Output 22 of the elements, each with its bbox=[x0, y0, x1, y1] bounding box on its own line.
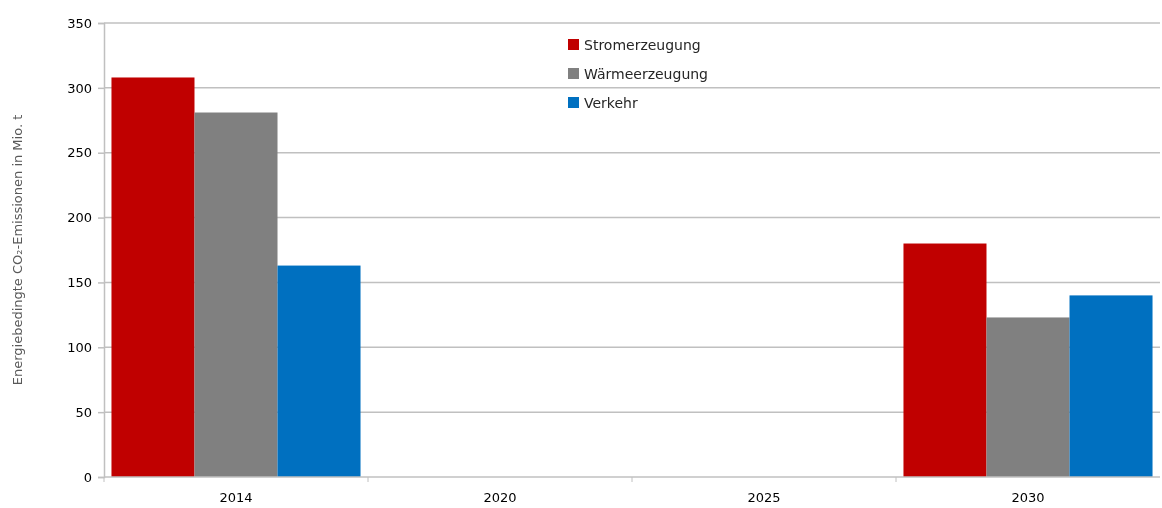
x-tick-label: 2025 bbox=[747, 490, 781, 505]
bar bbox=[194, 112, 278, 477]
x-tick-label: 2014 bbox=[219, 490, 253, 505]
y-tick-label: 100 bbox=[67, 339, 92, 355]
x-tick-label: 2020 bbox=[483, 490, 517, 505]
legend-label: Verkehr bbox=[584, 95, 638, 111]
bar bbox=[277, 265, 361, 477]
bar bbox=[986, 317, 1070, 477]
legend-label: Wärmeerzeugung bbox=[584, 66, 709, 82]
bar bbox=[1069, 295, 1153, 477]
y-tick-label: 300 bbox=[67, 80, 92, 96]
y-tick-label: 250 bbox=[67, 145, 92, 161]
y-axis-title: Energiebedingte CO₂-Emissionen in Mio. t bbox=[10, 114, 25, 386]
y-tick-label: 350 bbox=[67, 15, 92, 31]
bar bbox=[903, 243, 987, 477]
y-tick-label: 50 bbox=[75, 404, 92, 420]
bar bbox=[111, 77, 195, 477]
y-tick-label: 150 bbox=[67, 275, 92, 291]
y-tick-label: 0 bbox=[83, 469, 92, 485]
x-tick-label: 2030 bbox=[1011, 490, 1045, 505]
y-tick-label: 200 bbox=[67, 210, 92, 226]
legend-label: Stromerzeugung bbox=[584, 37, 701, 53]
